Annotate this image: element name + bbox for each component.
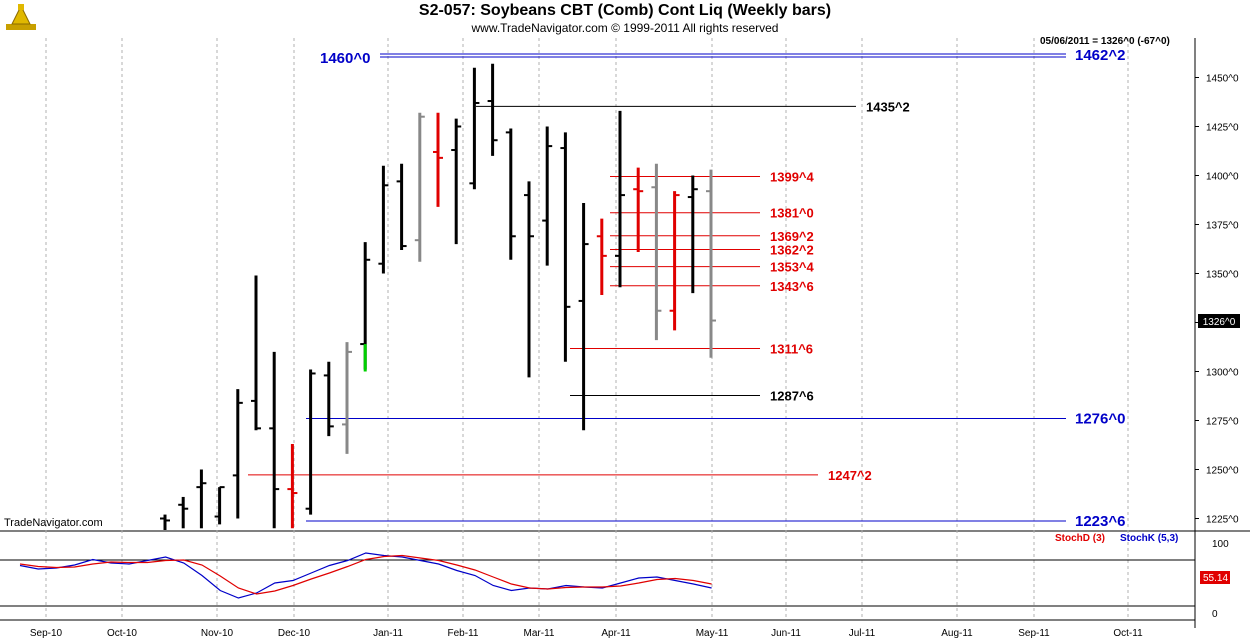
month-label: Jun-11 bbox=[771, 628, 801, 639]
price-axis: 1225^01250^01275^01300^01325^01350^01375… bbox=[1195, 74, 1239, 526]
chart-subtitle: www.TradeNavigator.com © 1999-2011 All r… bbox=[471, 21, 779, 35]
level-label: 1381^0 bbox=[770, 206, 814, 221]
price-tick-label: 1350^0 bbox=[1206, 270, 1239, 281]
stochastic-panel: 100 0 55.14 bbox=[0, 539, 1230, 620]
level-label: 1462^2 bbox=[1075, 47, 1125, 64]
month-label: Oct-10 bbox=[107, 628, 137, 639]
month-label: Sep-11 bbox=[1018, 628, 1050, 639]
ohlc-bars bbox=[160, 63, 716, 530]
grid-lines bbox=[0, 38, 1250, 628]
month-label: Nov-10 bbox=[201, 628, 234, 639]
month-label: Aug-11 bbox=[941, 628, 973, 639]
stoch-last-value-label: 55.14 bbox=[1203, 573, 1228, 584]
level-label: 1223^6 bbox=[1075, 513, 1125, 530]
month-label: Jul-11 bbox=[849, 628, 876, 639]
price-level-lines: 1460^0 1462^2 1435^2 1399^4 1381^0 1369^21362… bbox=[248, 47, 1125, 530]
level-label: 1247^2 bbox=[828, 468, 872, 483]
chart-title: S2-057: Soybeans CBT (Comb) Cont Liq (We… bbox=[418, 2, 832, 19]
stoch-axis-label: 0 bbox=[1212, 609, 1218, 620]
month-label: Apr-11 bbox=[601, 628, 631, 639]
price-tick-label: 1275^0 bbox=[1206, 417, 1239, 428]
level-label: 1369^2 bbox=[770, 229, 814, 244]
last-price-label: 1326^0 bbox=[1203, 317, 1236, 328]
level-label: 1353^4 bbox=[770, 260, 815, 275]
month-label: Oct-11 bbox=[1113, 628, 1143, 639]
level-label: 1311^6 bbox=[770, 341, 813, 356]
price-tick-label: 1300^0 bbox=[1206, 368, 1239, 379]
level-label: 1460^0 bbox=[320, 50, 370, 67]
price-tick-label: 1250^0 bbox=[1206, 466, 1239, 477]
stochd-legend: StochD (3) bbox=[1055, 533, 1105, 544]
month-label: Sep-10 bbox=[30, 628, 63, 639]
month-label: Dec-10 bbox=[278, 628, 311, 639]
price-tick-label: 1450^0 bbox=[1206, 74, 1239, 85]
level-label: 1276^0 bbox=[1075, 411, 1125, 428]
month-label: Feb-11 bbox=[448, 628, 479, 639]
time-axis: Sep-10 Oct-10 Nov-10 Dec-10 Jan-11 Feb-11 Mar-… bbox=[30, 628, 1143, 639]
watermark: TradeNavigator.com bbox=[4, 517, 103, 529]
price-tick-label: 1425^0 bbox=[1206, 123, 1239, 134]
month-label: Jan-11 bbox=[373, 628, 403, 639]
level-label: 1362^2 bbox=[770, 242, 814, 257]
level-label: 1343^6 bbox=[770, 279, 814, 294]
stoch-last-value-box bbox=[1200, 571, 1230, 584]
month-label: Mar-11 bbox=[524, 628, 555, 639]
stoch-axis-label: 100 bbox=[1212, 539, 1229, 550]
stochd-line bbox=[19, 554, 712, 595]
price-readout: 05/06/2011 = 1326^0 (-67^0) bbox=[1040, 36, 1170, 47]
price-tick-label: 1225^0 bbox=[1206, 515, 1239, 526]
level-label: 1287^6 bbox=[770, 389, 814, 404]
level-label: 1399^4 bbox=[770, 169, 815, 184]
month-label: May-11 bbox=[696, 628, 729, 639]
last-price-box bbox=[1198, 314, 1240, 328]
level-label: 1435^2 bbox=[866, 99, 910, 114]
price-tick-label: 1375^0 bbox=[1206, 221, 1239, 232]
stochk-legend: StochK (5,3) bbox=[1120, 533, 1179, 544]
price-tick-label: 1400^0 bbox=[1206, 172, 1239, 183]
trade-navigator-logo bbox=[4, 2, 38, 32]
